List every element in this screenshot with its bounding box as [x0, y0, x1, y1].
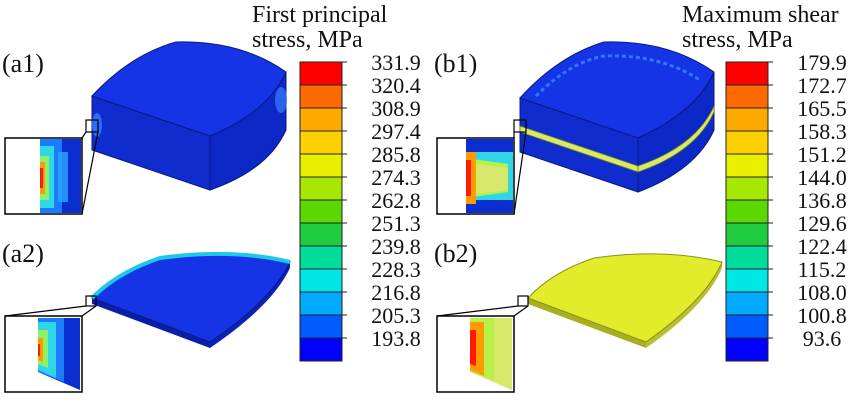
colorbar-b-swatch — [725, 61, 769, 86]
inset-a2 — [4, 315, 83, 393]
colorbar-a-title-line1: First principal — [252, 2, 388, 28]
inset-a1 — [4, 137, 83, 215]
colorbar-a-title-line2: stress, MPa — [252, 27, 363, 53]
colorbar-b: 179.9172.7165.5158.3151.2144.0136.8129.6… — [725, 50, 847, 362]
colorbar-a-tick-label: 239.8 — [371, 234, 421, 259]
colorbar-b-swatch — [725, 314, 769, 339]
colorbar-a-swatch — [299, 314, 343, 339]
colorbar-b-tick-label: 136.8 — [797, 188, 847, 213]
colorbar-b-swatch — [725, 130, 769, 155]
colorbar-a-swatch — [299, 337, 343, 362]
colorbar-a-tick-label: 216.8 — [371, 280, 421, 305]
colorbar-a-tick-label: 297.4 — [371, 119, 421, 144]
colorbar-b-tick-label: 179.9 — [797, 50, 847, 75]
colorbar-b-tick-label: 172.7 — [797, 73, 847, 98]
colorbar-b-swatch — [725, 245, 769, 270]
colorbar-a-tick-label: 320.4 — [371, 73, 421, 98]
colorbar-a: 331.9320.4308.9297.4285.8274.3262.8251.3… — [299, 50, 421, 362]
colorbar-b-swatch — [725, 337, 769, 362]
colorbar-a-tick-label: 274.3 — [371, 165, 421, 190]
colorbar-a-swatch — [299, 199, 343, 224]
colorbar-b-tick-label: 93.6 — [803, 326, 842, 351]
colorbar-b-tick-label: 100.8 — [797, 303, 847, 328]
colorbar-b-tick-label: 129.6 — [797, 211, 847, 236]
colorbar-a-swatch — [299, 61, 343, 86]
colorbar-a-swatch — [299, 84, 343, 109]
colorbar-a-tick-label: 251.3 — [371, 211, 421, 236]
colorbar-b-tick-label: 122.4 — [797, 234, 847, 259]
label-a2: (a2) — [2, 239, 44, 268]
colorbar-b-tick-label: 158.3 — [797, 119, 847, 144]
colorbar-a-tick-label: 285.8 — [371, 142, 421, 167]
colorbar-b-swatch — [725, 107, 769, 132]
model-b1 — [519, 41, 715, 193]
colorbar-b-tick-label: 165.5 — [797, 96, 847, 121]
colorbar-b-tick-label: 108.0 — [797, 280, 847, 305]
colorbar-b-swatch — [725, 153, 769, 178]
colorbar-b-swatch — [725, 176, 769, 201]
colorbar-a-swatch — [299, 268, 343, 293]
colorbar-a-swatch — [299, 291, 343, 316]
colorbar-a-swatch — [299, 222, 343, 247]
colorbar-b-swatch — [725, 291, 769, 316]
model-a2 — [90, 251, 291, 348]
label-b2: (b2) — [434, 239, 477, 268]
colorbar-b-tick-label: 151.2 — [797, 142, 847, 167]
colorbar-a-tick-label: 228.3 — [371, 257, 421, 282]
colorbar-b-swatch — [725, 268, 769, 293]
colorbar-a-tick-label: 205.3 — [371, 303, 421, 328]
colorbar-a-swatch — [299, 153, 343, 178]
colorbar-a-swatch — [299, 130, 343, 155]
inset-b2 — [436, 315, 515, 393]
label-b1: (b1) — [434, 49, 477, 78]
colorbar-a-tick-label: 308.9 — [371, 96, 421, 121]
model-a1 — [91, 41, 287, 191]
colorbar-a-swatch — [299, 107, 343, 132]
colorbar-b-swatch — [725, 222, 769, 247]
colorbar-a-tick-label: 331.9 — [371, 50, 421, 75]
colorbar-b-title-line1: Maximum shear — [682, 2, 839, 28]
colorbar-b-title-line2: stress, MPa — [682, 27, 793, 53]
colorbar-b-swatch — [725, 84, 769, 109]
colorbar-b-tick-label: 144.0 — [797, 165, 847, 190]
inset-b1 — [436, 137, 515, 215]
colorbar-a-swatch — [299, 245, 343, 270]
model-b2 — [527, 253, 723, 348]
colorbar-b-swatch — [725, 199, 769, 224]
colorbar-a-tick-label: 193.8 — [371, 326, 421, 351]
colorbar-a-tick-label: 262.8 — [371, 188, 421, 213]
colorbar-a-swatch — [299, 176, 343, 201]
colorbar-b-tick-label: 115.2 — [798, 257, 847, 282]
label-a1: (a1) — [2, 49, 44, 78]
